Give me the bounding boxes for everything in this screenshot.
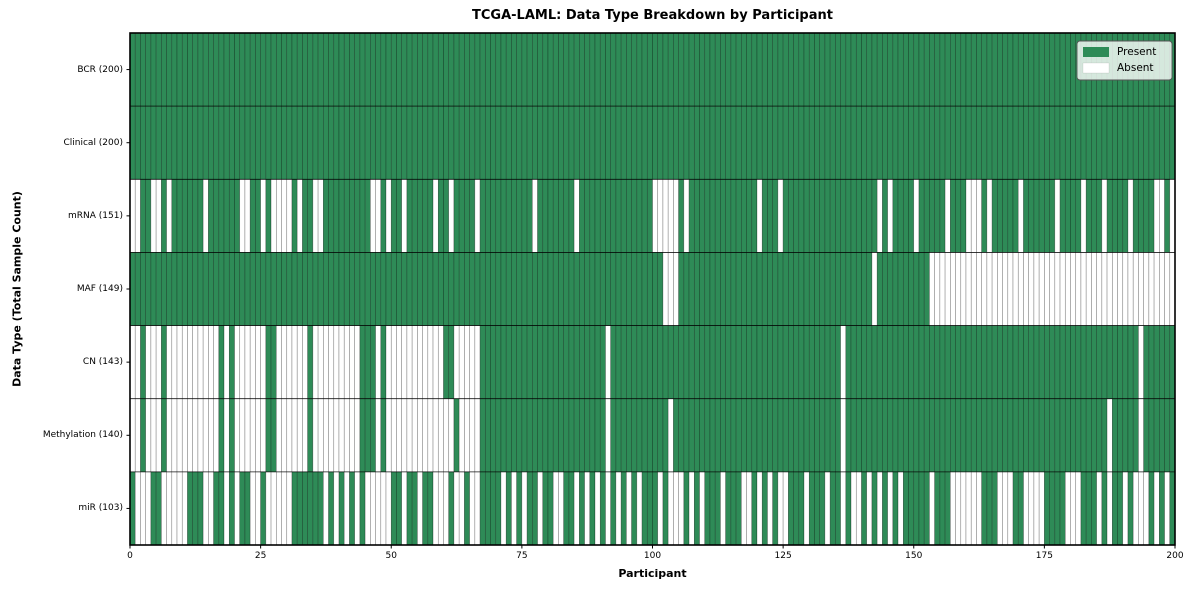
chart-title: TCGA-LAML: Data Type Breakdown by Partic… <box>472 8 833 23</box>
x-tick-label: 25 <box>254 551 267 561</box>
y-tick-label: MAF (149) <box>76 284 123 294</box>
row-maf <box>129 252 1176 326</box>
y-tick-label: Methylation (140) <box>42 430 123 441</box>
x-tick-label: 150 <box>905 551 923 561</box>
legend-absent-swatch <box>1082 62 1110 74</box>
y-axis-title: Data Type (Total Sample Count) <box>10 191 24 387</box>
x-tick-label: 175 <box>1035 551 1053 561</box>
x-tick-label: 125 <box>774 551 792 561</box>
row-cn <box>129 325 1176 400</box>
legend-present-swatch <box>1083 47 1109 57</box>
row-clinical <box>129 105 1176 180</box>
row-methylation <box>129 398 1176 473</box>
row-bcr <box>129 32 1176 107</box>
x-tick-label: 0 <box>127 551 133 561</box>
legend-absent-label: Absent <box>1117 62 1154 74</box>
y-tick-label: BCR (200) <box>77 64 123 75</box>
legend <box>1076 40 1173 81</box>
y-tick-label: Clinical (200) <box>63 137 123 148</box>
x-axis-title: Participant <box>618 567 687 580</box>
y-tick-label: mRNA (151) <box>68 210 123 221</box>
y-tick-label: CN (143) <box>82 357 123 368</box>
row-mrna <box>129 178 1176 253</box>
x-tick-label: 75 <box>516 551 528 561</box>
y-tick-label: miR (103) <box>78 503 123 514</box>
x-tick-label: 200 <box>1166 551 1184 561</box>
row-mir <box>129 471 1176 546</box>
legend-present-label: Present <box>1117 46 1157 58</box>
x-tick-label: 100 <box>643 551 662 561</box>
x-tick-label: 50 <box>385 551 397 561</box>
